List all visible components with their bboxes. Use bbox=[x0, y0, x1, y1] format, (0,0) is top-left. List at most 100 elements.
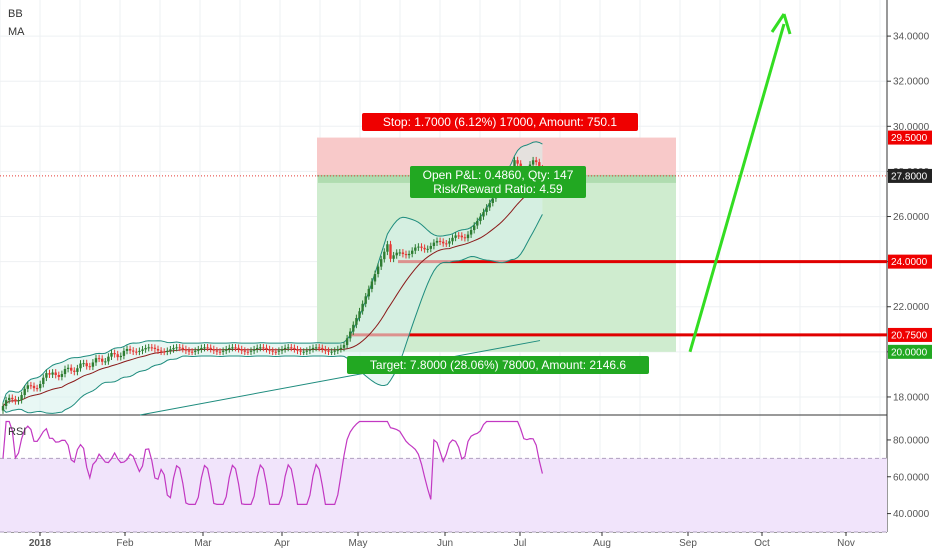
candle-body bbox=[305, 350, 308, 352]
candle-body bbox=[181, 347, 184, 350]
candle-body bbox=[175, 347, 178, 349]
candle-body bbox=[482, 212, 485, 217]
price-axis-label-box bbox=[888, 327, 932, 342]
candle-body bbox=[215, 350, 219, 352]
candle-body bbox=[442, 241, 445, 244]
price-axis-label: 29.5000 bbox=[891, 133, 928, 144]
candle-body bbox=[336, 349, 339, 351]
candle-body bbox=[20, 395, 23, 401]
candle-body bbox=[57, 374, 60, 377]
candle-body bbox=[411, 250, 414, 254]
candle-body bbox=[29, 385, 33, 387]
candle-body bbox=[364, 296, 367, 304]
candle-body bbox=[32, 385, 36, 389]
time-tick-label: Jul bbox=[514, 538, 527, 549]
candle-body bbox=[110, 352, 113, 357]
candle-body bbox=[321, 347, 324, 350]
candle-body bbox=[296, 349, 299, 351]
candle-body bbox=[355, 318, 358, 325]
candle-body bbox=[473, 225, 476, 231]
candle-body bbox=[132, 350, 135, 352]
candle-body bbox=[373, 274, 377, 282]
candle-body bbox=[26, 385, 29, 389]
candle-body bbox=[190, 351, 194, 353]
candle-body bbox=[23, 388, 26, 396]
candle-body bbox=[252, 349, 256, 351]
candle-body bbox=[488, 202, 491, 208]
candle-body bbox=[200, 347, 203, 350]
candle-body bbox=[358, 311, 361, 319]
candle-body bbox=[401, 252, 405, 255]
candle-body bbox=[187, 350, 191, 352]
candle-body bbox=[479, 216, 482, 222]
candle-body bbox=[277, 350, 281, 352]
candle-body bbox=[392, 255, 395, 259]
candle-body bbox=[147, 347, 150, 349]
time-tick-label: Mar bbox=[194, 538, 212, 549]
candle-body bbox=[283, 347, 287, 350]
pnl-label: Open P&L: 0.4860, Qty: 147 bbox=[423, 168, 574, 182]
long-moving-average bbox=[139, 340, 541, 416]
price-axis-label-box bbox=[888, 130, 932, 145]
candle-body bbox=[339, 347, 343, 350]
candle-body bbox=[538, 162, 541, 169]
candle-body bbox=[48, 373, 51, 375]
candle-body bbox=[271, 350, 274, 352]
candle-body bbox=[8, 397, 11, 401]
price-axis-label-box bbox=[888, 168, 932, 183]
indicator-rsi-label[interactable]: RSI bbox=[8, 426, 27, 438]
time-tick-label: Jun bbox=[437, 538, 453, 549]
candle-body bbox=[88, 366, 91, 368]
candle-body bbox=[370, 281, 374, 289]
candle-body bbox=[485, 207, 488, 213]
candle-body bbox=[460, 235, 463, 238]
candle-body bbox=[299, 350, 302, 352]
time-tick-label: Apr bbox=[274, 538, 290, 549]
candle-body bbox=[17, 400, 20, 402]
candle-body bbox=[42, 377, 45, 385]
candle-body bbox=[293, 347, 296, 350]
price-tick-label: 22.0000 bbox=[893, 302, 930, 313]
indicator-bb-label[interactable]: BB bbox=[8, 8, 23, 20]
candle-body bbox=[432, 242, 436, 247]
candle-body bbox=[144, 347, 147, 350]
candle-body bbox=[203, 347, 206, 349]
risk-reward-label: Risk/Reward Ratio: 4.59 bbox=[433, 182, 563, 196]
time-tick-label: 2018 bbox=[29, 538, 52, 549]
candle-body bbox=[249, 350, 253, 352]
projection-arrow-head[interactable] bbox=[770, 13, 792, 35]
candle-body bbox=[85, 363, 88, 367]
bollinger-fill bbox=[3, 141, 543, 414]
candle-body bbox=[246, 351, 250, 353]
stop-label-box bbox=[362, 113, 638, 131]
candle-body bbox=[66, 367, 70, 370]
candle-body bbox=[327, 350, 330, 352]
candle-body bbox=[169, 349, 172, 351]
candle-body bbox=[466, 234, 470, 239]
rsi-tick-label: 80.0000 bbox=[893, 435, 930, 446]
rsi-tick-label: 40.0000 bbox=[893, 509, 930, 520]
candle-body bbox=[206, 347, 209, 349]
candle-body bbox=[376, 266, 380, 275]
indicator-ma-label[interactable]: MA bbox=[8, 26, 25, 38]
candle-body bbox=[463, 237, 467, 239]
candle-body bbox=[457, 235, 460, 237]
candle-body bbox=[138, 350, 141, 352]
candle-body bbox=[451, 237, 454, 242]
candle-body bbox=[178, 347, 181, 349]
candle-body bbox=[361, 303, 364, 312]
candle-body bbox=[352, 324, 355, 332]
candle-body bbox=[445, 243, 448, 245]
price-tick-label: 30.0000 bbox=[893, 122, 930, 133]
projection-arrow-line[interactable] bbox=[688, 23, 786, 353]
candle-body bbox=[221, 350, 225, 352]
price-axis-label: 27.8000 bbox=[891, 171, 928, 182]
candle-body bbox=[280, 349, 284, 351]
candle-body bbox=[516, 160, 519, 164]
price-axis-label: 20.0000 bbox=[891, 347, 928, 358]
candle-body bbox=[194, 350, 197, 352]
candle-body bbox=[172, 347, 175, 350]
candle-body bbox=[218, 351, 222, 353]
candle-body bbox=[60, 374, 64, 377]
